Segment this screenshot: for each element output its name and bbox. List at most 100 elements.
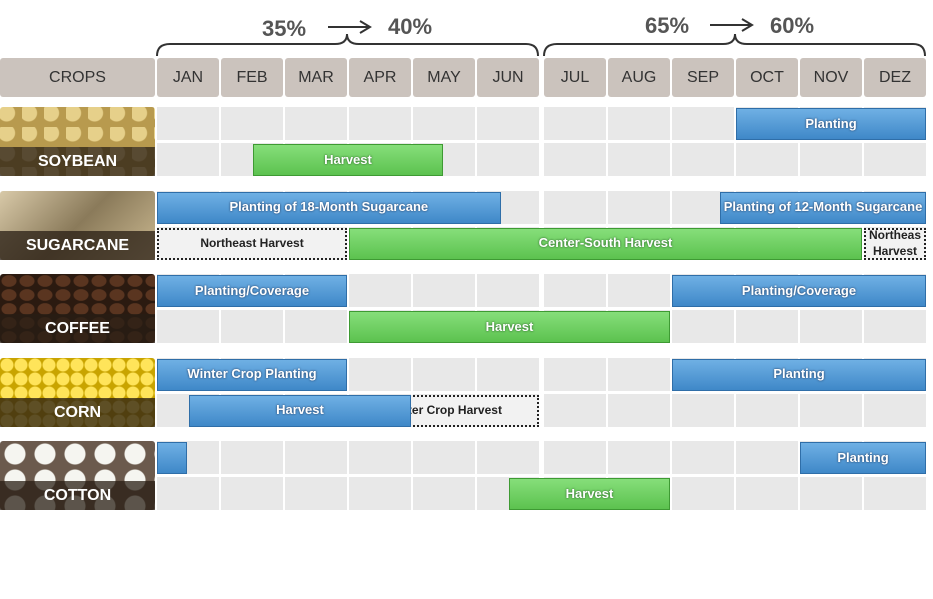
planting-bar: Planting [672, 358, 926, 391]
grid-cell [544, 107, 606, 140]
grid-cell [221, 477, 283, 510]
harvest-bar: Center-South Harvest [349, 227, 862, 260]
grid-cell [157, 107, 219, 140]
month-header: JUN [477, 58, 539, 97]
grid-cell [672, 477, 734, 510]
grid-cell [221, 441, 283, 474]
grid-cell [608, 190, 670, 224]
month-header: OCT [736, 58, 798, 97]
grid-cell [477, 107, 539, 140]
grid-cell [413, 441, 475, 474]
grid-cell [800, 143, 862, 176]
harvest-bar: Harvest [349, 311, 670, 343]
crop-name: SOYBEAN [0, 147, 155, 176]
month-header: FEB [221, 58, 283, 97]
percent-label: 60% [770, 13, 815, 38]
grid-cell [544, 274, 606, 307]
grid-cell [736, 477, 798, 510]
planting-bar: Planting/Coverage [672, 275, 926, 307]
grid-cell [672, 393, 734, 427]
month-header: MAR [285, 58, 347, 97]
grid-cell [864, 477, 926, 510]
planting-bar: Planting/Coverage [157, 275, 347, 307]
grid-cell [349, 274, 411, 307]
crop-name: COFFEE [0, 314, 155, 343]
planting-bar [157, 442, 187, 474]
planting-bar: Planting of 12-Month Sugarcane [720, 191, 926, 224]
braces [156, 18, 926, 57]
grid-cell [413, 107, 475, 140]
planting-bar: Planting [800, 442, 926, 474]
grid-cell [736, 143, 798, 176]
grid-cell [221, 310, 283, 343]
percent-label: 35% [262, 16, 307, 41]
grid-cell [736, 441, 798, 474]
grid-cell [608, 441, 670, 474]
grid-cell [349, 107, 411, 140]
arrow [710, 18, 754, 32]
percent-label: 40% [388, 14, 433, 39]
crops-header: CROPS [0, 58, 155, 97]
harvest-bar: Harvest [253, 144, 443, 176]
month-header: NOV [800, 58, 862, 97]
harvest-bar: Harvest [509, 478, 670, 510]
grid-cell [672, 107, 734, 140]
grid-cell [864, 310, 926, 343]
planting-bar: Planting [736, 108, 926, 140]
grid-cell [608, 107, 670, 140]
grid-cell [349, 477, 411, 510]
grid-cell [800, 477, 862, 510]
grid-cell [157, 143, 219, 176]
grid-cell [608, 393, 670, 427]
month-header: APR [349, 58, 411, 97]
grid-cell [608, 357, 670, 391]
grid-cell [477, 274, 539, 307]
dotted-bar: Northeast Harvest [157, 227, 347, 260]
grid-cell [672, 143, 734, 176]
grid-cell [800, 393, 862, 427]
grid-cell [285, 477, 347, 510]
month-header: SEP [672, 58, 734, 97]
grid-cell [864, 393, 926, 427]
grid-cell [672, 441, 734, 474]
grid-cell [157, 477, 219, 510]
crop-name: CORN [0, 397, 155, 427]
month-header: JUL [544, 58, 606, 97]
grid-cell [544, 357, 606, 391]
planting-bar: Planting of 18-Month Sugarcane [157, 191, 501, 224]
grid-cell [736, 310, 798, 343]
grid-cell [285, 441, 347, 474]
grid-cell [413, 357, 475, 391]
grid-cell [608, 143, 670, 176]
crop-name: COTTON [0, 481, 155, 510]
grid-cell [349, 441, 411, 474]
grid-cell [413, 477, 475, 510]
grid-cell [800, 310, 862, 343]
grid-cell [349, 357, 411, 391]
month-header: DEZ [864, 58, 926, 97]
percent-label: 65% [645, 13, 690, 38]
grid-cell [477, 143, 539, 176]
grid-cell [608, 274, 670, 307]
grid-cell [221, 107, 283, 140]
grid-cell [544, 393, 606, 427]
brace [156, 33, 539, 57]
dotted-bar: Northeas Harvest [864, 227, 926, 260]
grid-cell [672, 310, 734, 343]
grid-cell [413, 274, 475, 307]
grid-cell [544, 441, 606, 474]
grid-cell [864, 143, 926, 176]
brace [543, 33, 926, 57]
grid-cell [157, 310, 219, 343]
grid-cell [477, 357, 539, 391]
month-header: AUG [608, 58, 670, 97]
planting-bar: Harvest [189, 394, 411, 427]
planting-bar: Winter Crop Planting [157, 358, 347, 391]
grid-cell [285, 107, 347, 140]
arrow [328, 20, 372, 34]
month-header: JAN [157, 58, 219, 97]
grid-cell [736, 393, 798, 427]
grid-cell [285, 310, 347, 343]
grid-cell [477, 441, 539, 474]
